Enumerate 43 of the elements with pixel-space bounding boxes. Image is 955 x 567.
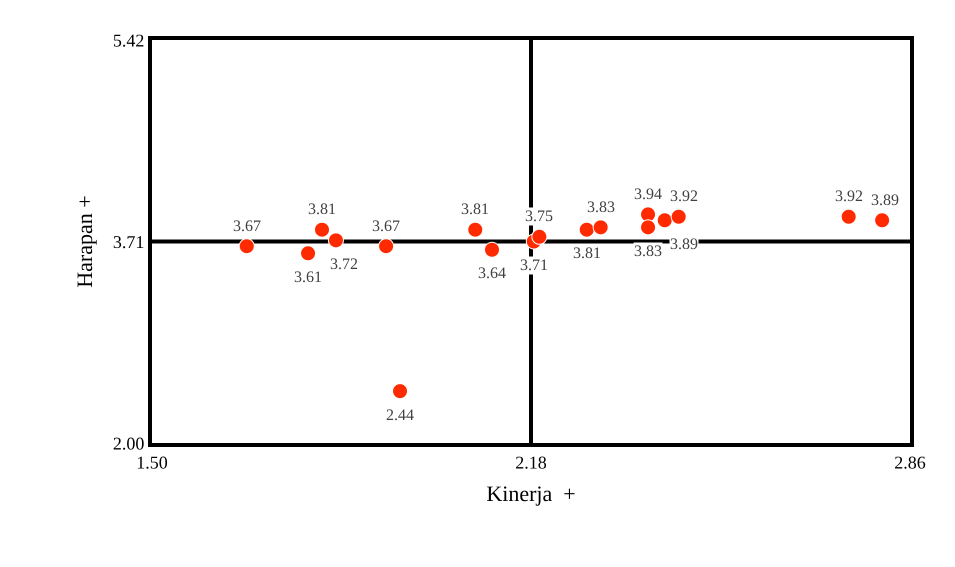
data-label: 3.83 — [634, 243, 662, 260]
point — [640, 219, 656, 236]
x-axis-title: Kinerja + — [486, 481, 576, 506]
point — [300, 245, 316, 262]
point — [467, 222, 484, 238]
data-label: 3.89 — [670, 236, 698, 253]
data-label: 3.92 — [835, 188, 863, 205]
y-axis-title: Harapan + — [72, 195, 98, 288]
data-label: 3.81 — [461, 201, 489, 218]
point — [640, 206, 656, 222]
data-label: 3.94 — [634, 186, 662, 203]
point — [314, 222, 330, 238]
point — [670, 208, 687, 225]
point — [238, 238, 255, 254]
data-label: 3.81 — [308, 201, 336, 218]
data-label: 3.61 — [294, 269, 322, 286]
data-label: 3.71 — [520, 257, 548, 274]
data-label: 3.81 — [573, 245, 601, 262]
point — [592, 219, 609, 236]
data-label: 3.83 — [587, 199, 615, 216]
point — [656, 212, 673, 228]
data-label: 3.75 — [525, 208, 553, 225]
y-tick-label: 2.00 — [112, 433, 144, 454]
data-label: 3.67 — [372, 218, 400, 235]
data-label: 3.67 — [233, 218, 261, 235]
point — [840, 208, 857, 225]
x-tick-label: 2.18 — [515, 452, 547, 473]
data-label: 3.89 — [871, 192, 899, 209]
point — [392, 383, 408, 400]
y-tick-label: 5.42 — [112, 30, 144, 50]
point — [578, 222, 595, 238]
point — [328, 232, 344, 248]
y-tick-label: 3.71 — [112, 232, 144, 252]
x-tick-label: 1.50 — [136, 452, 168, 473]
data-label: 3.64 — [478, 265, 506, 282]
point — [531, 228, 548, 245]
data-label: 3.72 — [330, 256, 358, 273]
x-tick-label: 2.86 — [894, 452, 926, 473]
point — [874, 212, 890, 228]
data-label: 2.44 — [386, 407, 414, 424]
point — [378, 238, 394, 254]
point — [484, 242, 500, 258]
data-label: 3.92 — [670, 188, 698, 205]
